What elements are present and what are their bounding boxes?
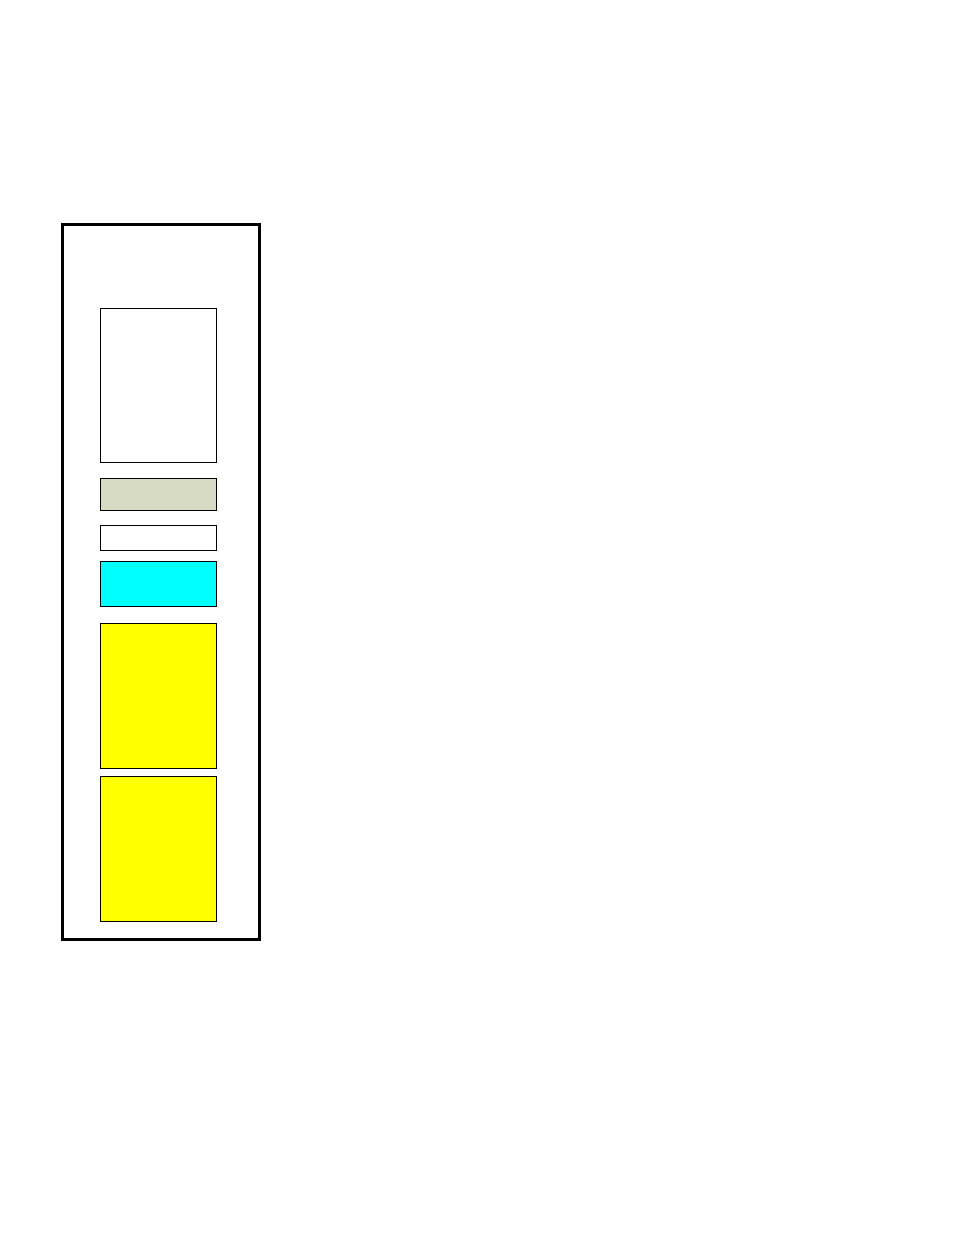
box-5 (100, 623, 217, 769)
box-4 (100, 561, 217, 607)
box-6 (100, 776, 217, 922)
box-3 (100, 525, 217, 551)
box-2 (100, 478, 217, 511)
box-1 (100, 308, 217, 463)
